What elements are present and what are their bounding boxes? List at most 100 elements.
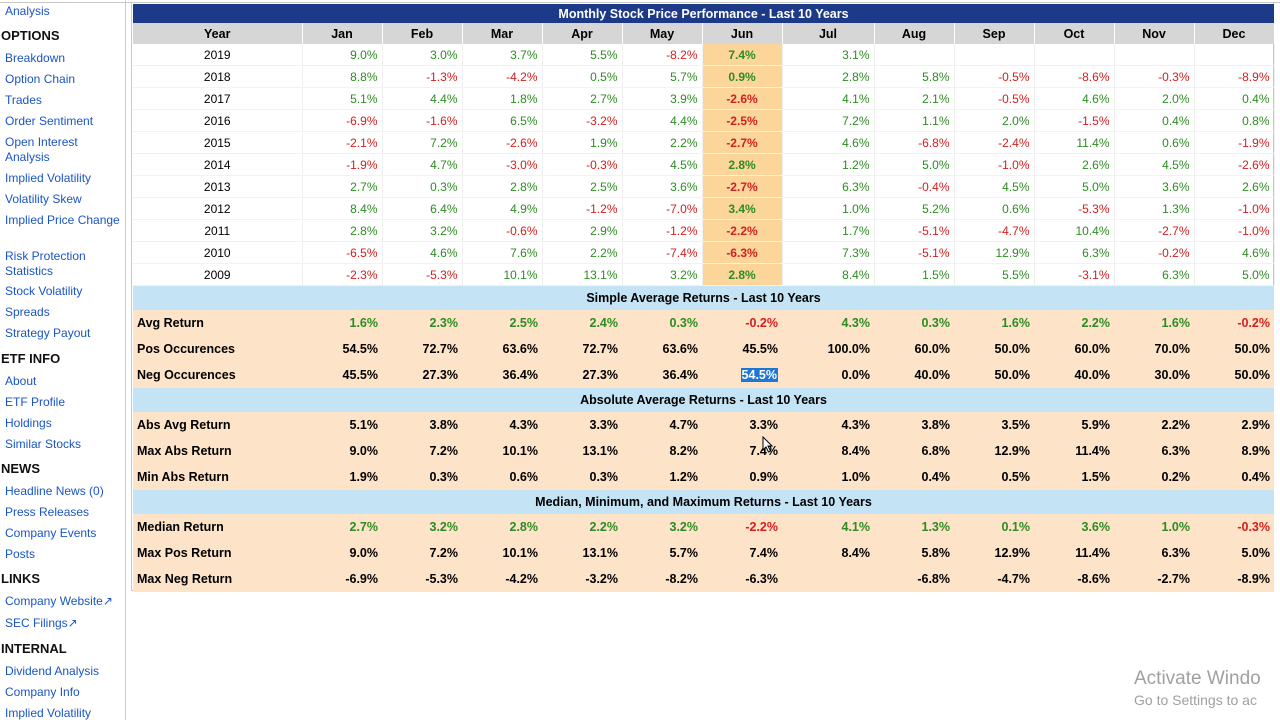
sidebar-item-about[interactable]: About xyxy=(5,374,37,388)
value-cell: -2.5% xyxy=(702,109,783,132)
sidebar-item-company-info[interactable]: Company Info xyxy=(5,685,80,699)
stat-value: 9.0% xyxy=(302,540,382,566)
table-row: 2012 8.4% 6.4% 4.9% -1.2% -7.0% 3.4% 1.0% 5.2% 0.… xyxy=(133,197,1275,220)
value-cell xyxy=(1114,44,1195,66)
sidebar-item-etf-profile[interactable]: ETF Profile xyxy=(5,395,66,409)
value-cell: 4.4% xyxy=(622,109,703,132)
value-cell: -6.8% xyxy=(874,131,955,154)
stat-label: Pos Occurences xyxy=(133,336,302,362)
sidebar-item-open-interest-analysis[interactable]: Open Interest Analysis xyxy=(5,135,78,164)
sidebar-item-headline-news-0[interactable]: Headline News (0) xyxy=(5,484,104,498)
value-cell: 2.8% xyxy=(782,65,875,88)
stat-value: 2.2% xyxy=(1114,412,1194,438)
sidebar-item-sec-filings[interactable]: SEC Filings↗ xyxy=(5,616,78,630)
sidebar-item-press-releases[interactable]: Press Releases xyxy=(5,505,90,519)
sidebar-item-dividend-analysis[interactable]: Dividend Analysis xyxy=(5,664,100,678)
value-cell: 3.2% xyxy=(622,263,703,286)
value-cell: 4.5% xyxy=(622,153,703,176)
stat-label: Neg Occurences xyxy=(133,362,302,388)
table-row: 2017 5.1% 4.4% 1.8% 2.7% 3.9% -2.6% 4.1% 2.1% -0.… xyxy=(133,87,1275,110)
year-cell: 2014 xyxy=(133,153,303,176)
sidebar-item-trades[interactable]: Trades xyxy=(5,93,42,107)
value-cell: 2.7% xyxy=(302,175,383,198)
stat-label: Avg Return xyxy=(133,310,302,336)
value-cell: 3.0% xyxy=(382,44,463,66)
sidebar-item-analysis[interactable]: Analysis xyxy=(5,4,50,18)
value-cell: -0.3% xyxy=(1114,65,1195,88)
stat-value: 1.9% xyxy=(302,464,382,490)
sidebar-item-volatility-skew[interactable]: Volatility Skew xyxy=(5,192,82,206)
value-cell: 0.6% xyxy=(954,197,1035,220)
sidebar-item-breakdown[interactable]: Breakdown xyxy=(5,51,66,65)
sidebar-item-holdings[interactable]: Holdings xyxy=(5,416,52,430)
section-title: Absolute Average Returns - Last 10 Years xyxy=(133,388,1274,412)
stat-value: 10.1% xyxy=(462,540,542,566)
stat-value: -3.2% xyxy=(542,566,622,592)
value-cell: 2.9% xyxy=(542,219,623,242)
value-cell: 9.0% xyxy=(302,44,383,66)
sidebar-item-similar-stocks[interactable]: Similar Stocks xyxy=(5,437,82,451)
value-cell: 1.3% xyxy=(1114,197,1195,220)
sidebar-item-spreads[interactable]: Spreads xyxy=(5,305,50,319)
sidebar-item-company-events[interactable]: Company Events xyxy=(5,526,97,540)
stat-value: 0.3% xyxy=(382,464,462,490)
stat-value: 8.4% xyxy=(782,438,874,464)
sidebar-item-risk-protection-statistics[interactable]: Risk Protection Statistics xyxy=(5,249,86,278)
value-cell: -2.6% xyxy=(462,131,543,154)
stat-value: 0.6% xyxy=(462,464,542,490)
value-cell: -1.0% xyxy=(1194,197,1275,220)
stat-value: 27.3% xyxy=(542,362,622,388)
stat-value: 0.0% xyxy=(782,362,874,388)
stat-value: 4.3% xyxy=(782,310,874,336)
value-cell: -1.0% xyxy=(1194,219,1275,242)
sidebar-item-strategy-payout[interactable]: Strategy Payout xyxy=(5,326,91,340)
sidebar-item-stock-volatility[interactable]: Stock Volatility xyxy=(5,284,83,298)
value-cell: -4.2% xyxy=(462,65,543,88)
value-cell: 7.2% xyxy=(382,131,463,154)
table-row: 2014 -1.9% 4.7% -3.0% -0.3% 4.5% 2.8% 1.2% 5.0% -… xyxy=(133,153,1275,176)
table-row: 2013 2.7% 0.3% 2.8% 2.5% 3.6% -2.7% 6.3% -0.4% 4.… xyxy=(133,175,1275,198)
value-cell: -0.5% xyxy=(954,65,1035,88)
sidebar-item-implied-volatility[interactable]: Implied Volatility xyxy=(5,171,92,185)
stat-value: 40.0% xyxy=(1034,362,1114,388)
sidebar-item-implied-price-change[interactable]: Implied Price Change xyxy=(5,213,120,227)
column-header-aug: Aug xyxy=(874,23,955,44)
value-cell: 4.7% xyxy=(382,153,463,176)
stat-value: 2.2% xyxy=(1034,310,1114,336)
value-cell: -2.1% xyxy=(302,131,383,154)
value-cell: 6.3% xyxy=(782,175,875,198)
value-cell: 5.1% xyxy=(302,87,383,110)
value-cell: -8.6% xyxy=(1034,65,1115,88)
selected-text-highlight[interactable]: 54.5% xyxy=(740,368,778,382)
table-row: 2011 2.8% 3.2% -0.6% 2.9% -1.2% -2.2% 1.7% -5.1%… xyxy=(133,219,1275,242)
stat-value: 3.3% xyxy=(542,412,622,438)
sidebar-item-option-chain[interactable]: Option Chain xyxy=(5,72,76,86)
stat-value: 72.7% xyxy=(382,336,462,362)
value-cell: 1.5% xyxy=(874,263,955,286)
sidebar-item-implied-volatility[interactable]: Implied Volatility xyxy=(5,706,92,720)
value-cell: 0.4% xyxy=(1194,87,1275,110)
table-row: 2018 8.8% -1.3% -4.2% 0.5% 5.7% 0.9% 2.8% 5.8% -0… xyxy=(133,65,1275,88)
sidebar-item-order-sentiment[interactable]: Order Sentiment xyxy=(5,114,94,128)
table-row: 2019 9.0% 3.0% 3.7% 5.5% -8.2% 7.4% 3.1% xyxy=(133,44,1275,66)
sidebar-heading-links: LINKS xyxy=(1,571,40,586)
value-cell: 3.7% xyxy=(462,44,543,66)
stat-value: 36.4% xyxy=(622,362,702,388)
stat-value: 3.3% xyxy=(702,412,782,438)
value-cell: -6.3% xyxy=(702,241,783,264)
stat-value: 3.8% xyxy=(382,412,462,438)
value-cell: 2.8% xyxy=(462,175,543,198)
stat-value: 0.1% xyxy=(954,514,1034,540)
stat-value: 12.9% xyxy=(954,438,1034,464)
sidebar-item-company-website[interactable]: Company Website↗ xyxy=(5,594,113,608)
sidebar-item-posts[interactable]: Posts xyxy=(5,547,36,561)
stat-value: 1.0% xyxy=(782,464,874,490)
value-cell: 4.9% xyxy=(462,197,543,220)
stat-value: 60.0% xyxy=(874,336,954,362)
value-cell: -4.7% xyxy=(954,219,1035,242)
value-cell: 4.4% xyxy=(382,87,463,110)
section-header-row: Absolute Average Returns - Last 10 Years xyxy=(133,388,1274,412)
stat-row: Min Abs Return 1.9% 0.3% 0.6% 0.3% 1.2% 0.9% 1.… xyxy=(133,464,1274,490)
stat-value: 2.4% xyxy=(542,310,622,336)
stat-value: -8.9% xyxy=(1194,566,1274,592)
